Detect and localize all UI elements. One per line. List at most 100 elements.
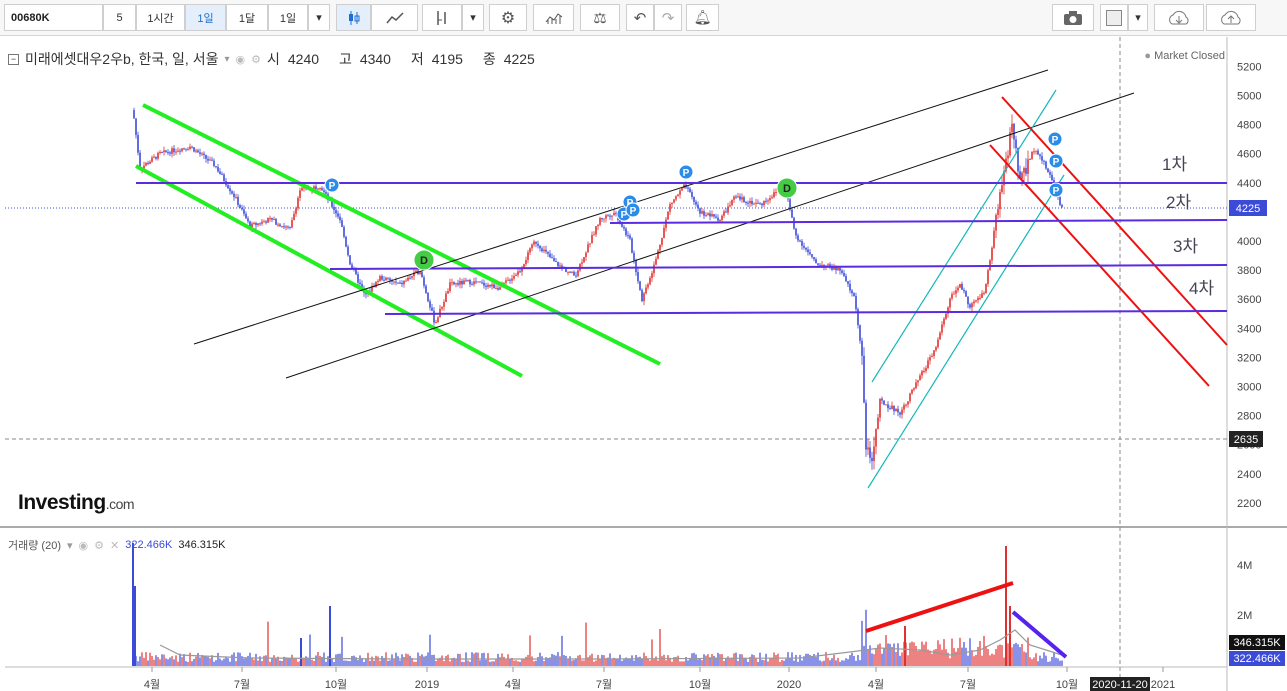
candle-body xyxy=(879,398,881,418)
redo-button[interactable]: ↷ xyxy=(654,4,682,31)
candle-body xyxy=(639,281,641,290)
volume-bar xyxy=(331,658,333,666)
volume-bar xyxy=(867,649,869,666)
volume-bar xyxy=(927,649,929,666)
candle-body xyxy=(883,400,885,405)
volume-bar xyxy=(1021,643,1023,666)
candle-body xyxy=(505,280,507,283)
volume-bar xyxy=(667,655,669,666)
candle-body xyxy=(355,269,357,275)
close-icon[interactable]: ✕ xyxy=(110,539,120,552)
candle-body xyxy=(799,240,801,242)
candle-body xyxy=(365,292,367,295)
candle-body xyxy=(317,188,319,190)
layout-dropdown-button[interactable]: ▾ xyxy=(1128,4,1148,31)
volume-bar xyxy=(861,620,863,666)
marked-price-badge-text: 2635 xyxy=(1234,434,1258,446)
volume-bar xyxy=(935,649,937,666)
gear-icon[interactable]: ⚙ xyxy=(94,539,104,552)
candle-body xyxy=(695,201,697,205)
candle-body xyxy=(491,284,493,287)
range-dropdown-button[interactable]: ▾ xyxy=(308,4,330,31)
chevron-down-icon[interactable]: ▾ xyxy=(66,539,73,552)
volume-bar xyxy=(455,658,457,666)
candle-body xyxy=(411,276,413,278)
candle-body xyxy=(955,290,957,294)
candle-body xyxy=(961,283,963,290)
candle-body xyxy=(935,347,937,351)
y-axis-tick: 2800 xyxy=(1237,411,1261,423)
gear-icon[interactable]: ⚙ xyxy=(251,53,261,66)
candle-body xyxy=(357,274,359,283)
candle-body xyxy=(459,280,461,285)
cloud-download-button[interactable] xyxy=(1154,4,1204,31)
volume-bar xyxy=(889,643,891,666)
candle-body xyxy=(257,223,259,226)
volume-bar xyxy=(213,661,215,666)
volume-bar xyxy=(1027,637,1029,666)
eye-icon[interactable]: ◉ xyxy=(235,53,246,66)
screenshot-button[interactable] xyxy=(1052,4,1094,31)
volume-bar xyxy=(353,655,355,666)
volume-bar xyxy=(641,658,643,666)
volume-bar xyxy=(239,652,241,666)
volume-bar xyxy=(523,658,525,666)
volume-bar xyxy=(819,660,821,666)
candle-body xyxy=(713,214,715,217)
volume-bar xyxy=(525,656,527,666)
candle-body xyxy=(765,200,767,202)
collapse-icon[interactable]: − xyxy=(8,53,19,65)
candle-body xyxy=(911,389,913,394)
studies-button[interactable] xyxy=(533,4,574,31)
price-chart[interactable]: 5200500048004600440042004000380036003400… xyxy=(0,37,1287,691)
undo-button[interactable]: ↶ xyxy=(626,4,654,31)
candle-type-button[interactable] xyxy=(336,4,371,31)
settings-button[interactable]: ⚙ xyxy=(489,4,527,31)
volume-bar xyxy=(755,657,757,666)
symbol-input[interactable]: 00680K xyxy=(4,4,103,31)
candle-body xyxy=(721,215,723,220)
volume-bar xyxy=(569,656,571,666)
interval-1d-button[interactable]: 1일 xyxy=(185,4,226,31)
volume-bar xyxy=(217,652,219,666)
layout-button[interactable] xyxy=(1100,4,1128,31)
interval-1h-button[interactable]: 1시간 xyxy=(136,4,185,31)
candle-body xyxy=(633,252,635,261)
volume-bar xyxy=(943,639,945,666)
market-status: ● Market Closed xyxy=(1144,50,1225,62)
interval-5-button[interactable]: 5 xyxy=(103,4,136,31)
d-marker-label: D xyxy=(783,183,791,195)
volume-bar xyxy=(289,657,291,666)
candle-body xyxy=(673,199,675,203)
alert-button[interactable]: 🔔︎ xyxy=(686,4,719,31)
chevron-down-icon[interactable]: ▾ xyxy=(224,53,230,65)
volume-bar xyxy=(647,658,649,666)
candle-body xyxy=(383,279,385,281)
candle-body xyxy=(855,296,857,310)
range-select[interactable]: 1일 xyxy=(268,4,308,31)
indicator-button[interactable] xyxy=(422,4,462,31)
line-type-button[interactable] xyxy=(371,4,418,31)
eye-icon[interactable]: ◉ xyxy=(78,539,89,552)
candle-body xyxy=(431,307,433,311)
candle-body xyxy=(143,165,145,169)
volume-bar xyxy=(683,661,685,666)
volume-bar xyxy=(431,654,433,666)
compare-button[interactable]: ⚖ xyxy=(580,4,620,31)
volume-bar xyxy=(227,658,229,666)
candle-body xyxy=(551,257,553,259)
candle-body xyxy=(1061,204,1063,208)
cloud-upload-button[interactable] xyxy=(1206,4,1256,31)
interval-1m-button[interactable]: 1달 xyxy=(226,4,268,31)
candle-body xyxy=(805,247,807,250)
candle-body xyxy=(191,146,193,148)
volume-bar xyxy=(913,642,915,666)
candle-body xyxy=(1001,185,1003,193)
candle-body xyxy=(1005,158,1007,172)
candle-body xyxy=(237,197,239,206)
candle-body xyxy=(159,151,161,153)
volume-badge-1 xyxy=(1229,635,1285,650)
candle-body xyxy=(185,148,187,150)
indicator-dropdown-button[interactable]: ▾ xyxy=(462,4,484,31)
volume-bar xyxy=(321,657,323,666)
